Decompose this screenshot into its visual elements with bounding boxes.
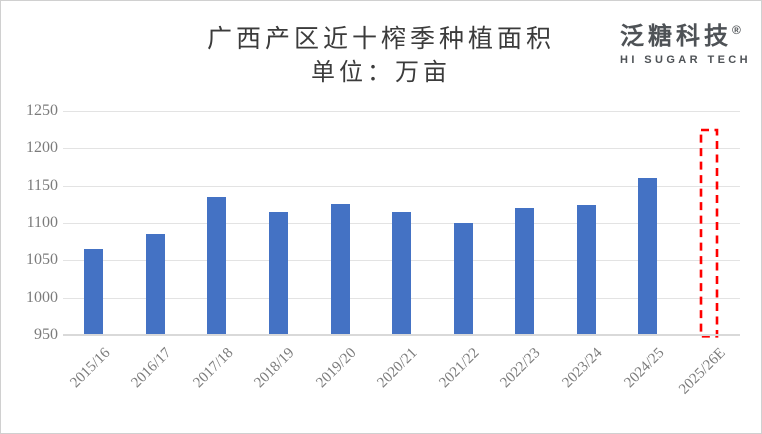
bar-2024/25 (638, 178, 658, 335)
brand-logo: 泛糖科技® HI SUGAR TECH (620, 23, 751, 66)
x-axis-tick-label: 2020/21 (374, 345, 421, 392)
registered-trademark-icon: ® (732, 23, 741, 37)
x-axis-tick-label: 2024/25 (620, 345, 668, 392)
y-axis-tick-label: 1100 (26, 214, 58, 231)
y-axis-tick-label: 1000 (26, 288, 58, 306)
y-axis-tick-label: 1050 (26, 251, 58, 269)
x-axis-tick-label: 2021/22 (436, 345, 483, 392)
bar-2023/24 (576, 205, 596, 335)
bar-2020/21 (392, 211, 411, 335)
brand-name-row: 泛糖科技® (620, 23, 751, 51)
forecast-bar-outline (699, 128, 719, 338)
x-axis-tick-label: 2016/17 (128, 345, 175, 392)
bar-2022/23 (515, 208, 535, 335)
bar-2018/19 (268, 211, 288, 335)
gridline (63, 148, 740, 150)
x-axis-tick-label: 2015/16 (67, 345, 114, 392)
x-axis-tick-label: 2018/19 (251, 345, 298, 392)
bar-2016/17 (145, 234, 165, 335)
x-axis-line (63, 334, 740, 336)
x-axis-tick-label: 2022/23 (497, 345, 544, 392)
x-axis-tick-label: 2017/18 (190, 345, 237, 392)
x-axis-tick-label: 2025/26E (675, 345, 729, 398)
bar-2021/22 (453, 223, 473, 335)
bar-2019/20 (330, 204, 350, 335)
gridline (63, 111, 740, 112)
bar-2017/18 (207, 196, 227, 335)
x-axis-tick-label: 2023/24 (559, 345, 606, 392)
y-axis-tick-label: 1150 (26, 176, 58, 194)
y-axis-tick-label: 1200 (26, 139, 58, 157)
x-axis-tick-label: 2019/20 (313, 345, 360, 392)
brand-name: 泛糖科技 (620, 23, 733, 50)
y-axis-tick-label: 950 (34, 326, 58, 343)
brand-tagline: HI SUGAR TECH (620, 54, 751, 66)
bar-2015/16 (84, 249, 104, 335)
y-axis-tick-label: 1250 (26, 102, 58, 119)
gridline (63, 185, 740, 187)
